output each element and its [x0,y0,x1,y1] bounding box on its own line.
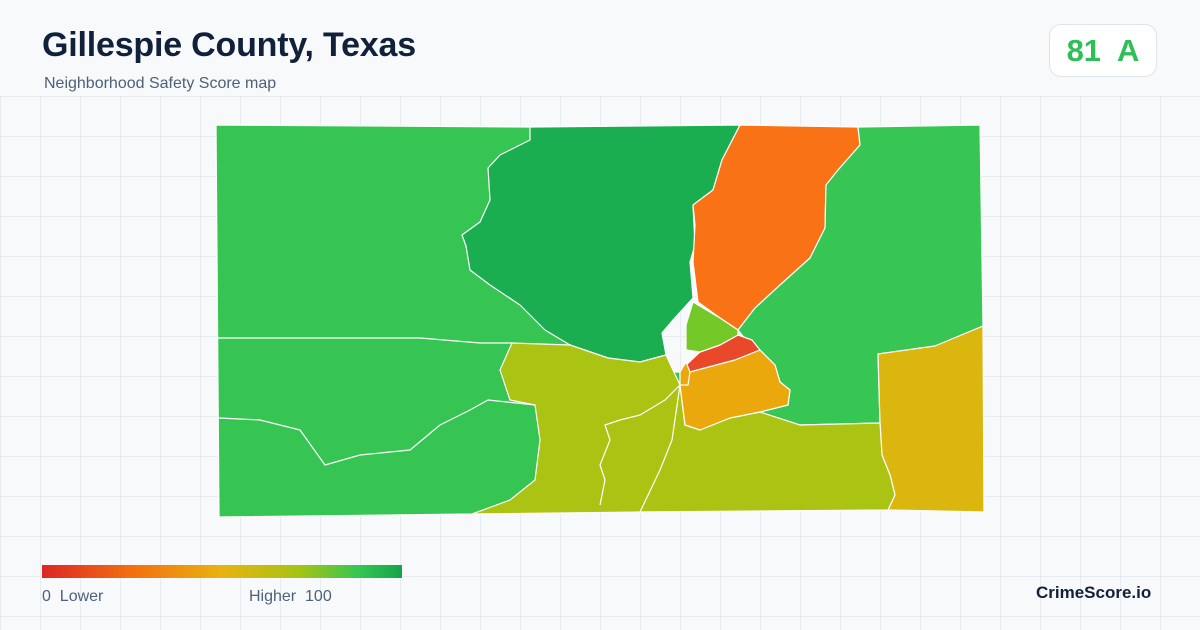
legend-min-value: 0 [42,588,51,605]
legend-low: 0 Lower [42,588,103,606]
legend-max-label: Higher [249,588,297,605]
region-east[interactable] [877,325,985,513]
brand-name[interactable]: CrimeScore.io [1036,583,1152,602]
region-center-green[interactable] [685,301,739,353]
region-center-notch [679,361,691,386]
score-grade: A [1117,32,1140,68]
boundary-west-1 [218,337,512,344]
header [0,0,1200,96]
score-value: 81 [1066,32,1102,68]
region-center-orange[interactable] [679,349,791,431]
legend-max-value: 100 [305,588,332,605]
page-title: Gillespie County, Texas [42,26,416,64]
boundary-west-2 [218,399,536,466]
page-subtitle: Neighborhood Safety Score map [44,75,277,92]
boundary-south-1 [639,384,681,513]
legend-color-scale [42,565,402,578]
legend-high: Higher 100 [249,588,332,606]
boundary-south-2 [599,384,681,506]
safety-score-badge: 81 A [1049,24,1157,77]
legend-min-label: Lower [59,588,104,605]
